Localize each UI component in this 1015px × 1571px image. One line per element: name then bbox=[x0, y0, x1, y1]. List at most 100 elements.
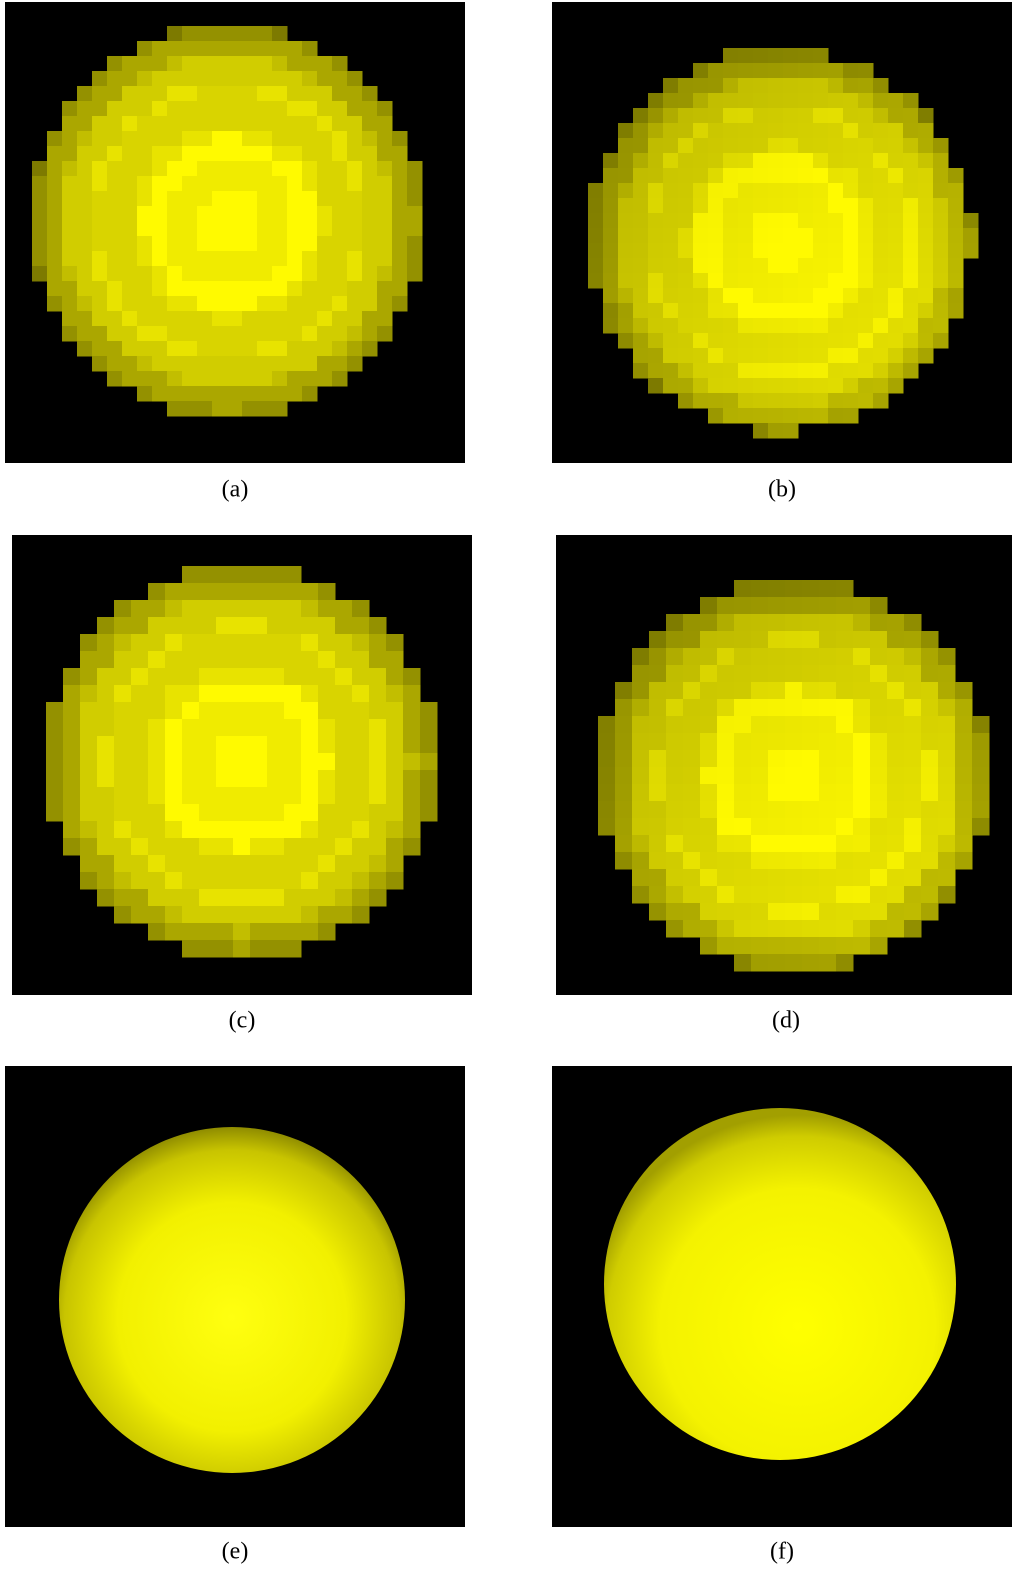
voxel bbox=[873, 228, 889, 244]
voxel bbox=[272, 41, 288, 57]
voxel bbox=[633, 213, 649, 229]
voxel bbox=[301, 821, 319, 839]
voxel bbox=[723, 243, 739, 259]
voxel bbox=[904, 682, 922, 700]
sphere bbox=[604, 1108, 956, 1460]
voxel bbox=[843, 318, 859, 334]
voxel bbox=[813, 153, 829, 169]
voxel bbox=[723, 333, 739, 349]
voxel bbox=[888, 198, 904, 214]
voxel bbox=[227, 341, 243, 357]
voxel bbox=[107, 296, 123, 312]
voxel bbox=[663, 258, 679, 274]
voxel bbox=[216, 651, 234, 669]
voxel bbox=[182, 161, 198, 177]
voxel bbox=[603, 228, 619, 244]
voxel bbox=[287, 191, 303, 207]
voxel bbox=[888, 213, 904, 229]
voxel bbox=[738, 288, 754, 304]
voxel bbox=[377, 251, 393, 267]
voxel bbox=[62, 101, 78, 117]
voxel bbox=[407, 251, 423, 267]
voxel bbox=[332, 116, 348, 132]
voxel bbox=[131, 668, 149, 686]
voxel bbox=[317, 101, 333, 117]
voxel bbox=[836, 818, 854, 836]
voxel bbox=[873, 93, 889, 109]
voxel bbox=[216, 804, 234, 822]
voxel bbox=[284, 940, 302, 958]
voxel bbox=[148, 838, 166, 856]
voxel bbox=[287, 161, 303, 177]
voxel bbox=[708, 348, 724, 364]
voxel bbox=[272, 236, 288, 252]
voxel bbox=[870, 716, 888, 734]
voxel bbox=[377, 326, 393, 342]
voxel bbox=[97, 855, 115, 873]
voxel bbox=[233, 872, 251, 890]
voxel bbox=[347, 101, 363, 117]
voxel bbox=[362, 206, 378, 222]
voxel bbox=[648, 213, 664, 229]
voxel bbox=[335, 651, 353, 669]
voxel bbox=[233, 583, 251, 601]
voxel bbox=[97, 668, 115, 686]
voxel bbox=[666, 903, 684, 921]
voxel bbox=[663, 123, 679, 139]
voxel bbox=[284, 600, 302, 618]
voxel bbox=[819, 716, 837, 734]
voxel bbox=[107, 236, 123, 252]
voxel bbox=[802, 597, 820, 615]
voxel bbox=[738, 243, 754, 259]
voxel bbox=[362, 236, 378, 252]
voxel bbox=[152, 386, 168, 402]
voxel bbox=[386, 753, 404, 771]
voxel bbox=[678, 273, 694, 289]
voxel bbox=[753, 123, 769, 139]
voxel bbox=[148, 804, 166, 822]
voxel bbox=[858, 363, 874, 379]
voxel bbox=[332, 326, 348, 342]
voxel bbox=[783, 258, 799, 274]
voxel bbox=[318, 600, 336, 618]
voxel bbox=[182, 923, 200, 941]
voxel bbox=[843, 63, 859, 79]
voxel bbox=[77, 161, 93, 177]
voxel bbox=[167, 101, 183, 117]
voxel bbox=[114, 668, 132, 686]
voxel bbox=[347, 71, 363, 87]
voxel bbox=[785, 886, 803, 904]
voxel bbox=[870, 920, 888, 938]
voxel bbox=[870, 937, 888, 955]
caption: (d) bbox=[772, 1008, 800, 1034]
voxel bbox=[227, 146, 243, 162]
voxel bbox=[403, 668, 421, 686]
voxel bbox=[843, 273, 859, 289]
voxel bbox=[843, 393, 859, 409]
voxel bbox=[167, 56, 183, 72]
voxel bbox=[62, 311, 78, 327]
voxel bbox=[62, 251, 78, 267]
voxel bbox=[47, 191, 63, 207]
voxel bbox=[197, 26, 213, 42]
voxel bbox=[819, 903, 837, 921]
voxel bbox=[768, 348, 784, 364]
voxel bbox=[798, 228, 814, 244]
voxel bbox=[785, 784, 803, 802]
voxel bbox=[853, 597, 871, 615]
voxel bbox=[618, 213, 634, 229]
voxel bbox=[420, 787, 438, 805]
voxel bbox=[918, 303, 934, 319]
voxel bbox=[819, 886, 837, 904]
voxel bbox=[648, 348, 664, 364]
voxel bbox=[955, 852, 973, 870]
voxel bbox=[317, 236, 333, 252]
voxel bbox=[182, 872, 200, 890]
voxel bbox=[843, 213, 859, 229]
voxel bbox=[257, 236, 273, 252]
voxel bbox=[77, 191, 93, 207]
voxel bbox=[182, 326, 198, 342]
voxel bbox=[938, 665, 956, 683]
voxel bbox=[62, 146, 78, 162]
voxel bbox=[212, 116, 228, 132]
